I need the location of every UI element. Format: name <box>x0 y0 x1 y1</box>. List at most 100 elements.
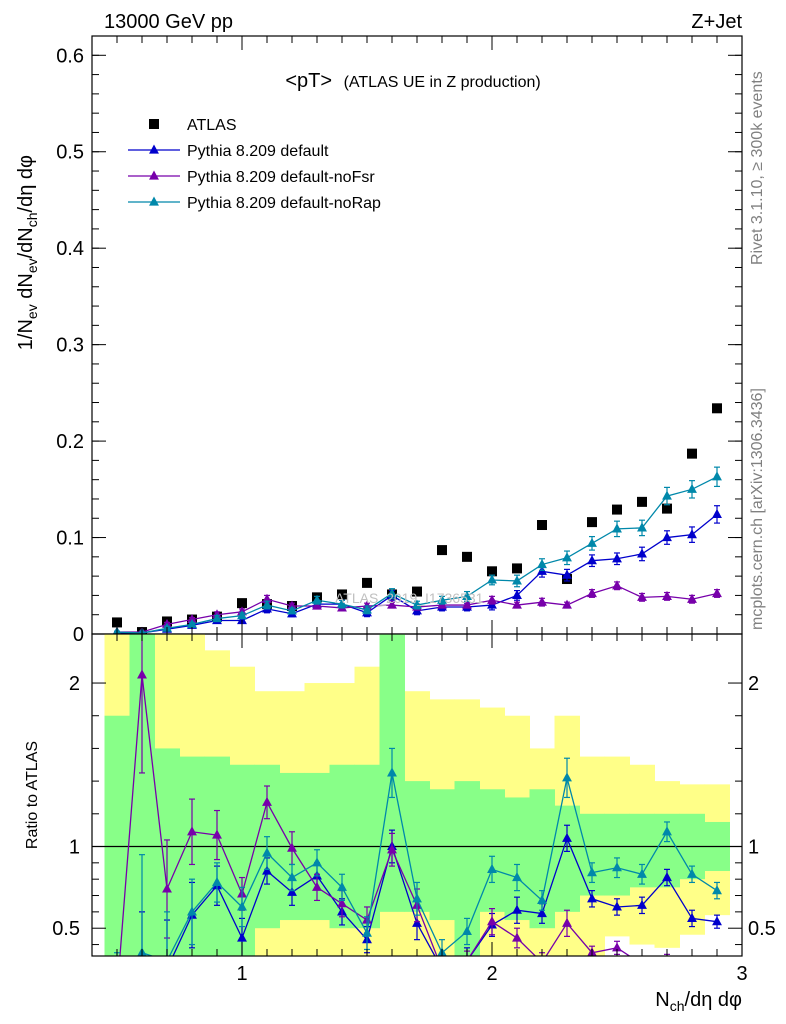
data-point <box>137 669 147 679</box>
data-point <box>562 599 572 609</box>
header-right-label: Z+Jet <box>691 11 742 33</box>
data-point <box>537 559 547 569</box>
data-point <box>212 829 222 839</box>
data-point <box>437 594 447 604</box>
data-point <box>387 599 397 609</box>
data-point <box>637 899 647 909</box>
legend-label: Pythia 8.209 default-noRap <box>187 195 381 212</box>
data-point <box>687 483 697 493</box>
data-point <box>437 545 447 556</box>
data-point <box>587 517 597 528</box>
data-point <box>712 587 722 598</box>
ratio-y-tick-label-right: 0.5 <box>748 918 776 940</box>
data-point <box>287 872 297 882</box>
data-point <box>687 973 697 982</box>
data-point <box>287 842 297 852</box>
data-point <box>512 872 522 882</box>
data-point <box>512 563 522 574</box>
uncertainty-band-inner <box>579 813 605 896</box>
data-point <box>462 599 472 609</box>
data-point <box>466 955 468 956</box>
data-point <box>487 566 497 577</box>
data-point <box>462 590 472 600</box>
data-point <box>512 932 522 942</box>
data-point <box>587 587 597 598</box>
data-point <box>412 599 422 609</box>
data-point <box>612 942 622 952</box>
uncertainty-band-inner <box>604 813 630 896</box>
data-point <box>362 927 372 937</box>
legend-entry-1: Pythia 8.209 default <box>128 143 329 160</box>
data-point <box>562 569 572 579</box>
data-point <box>112 988 122 997</box>
data-point <box>262 796 272 806</box>
ylabel-part-1: ev <box>24 304 40 319</box>
ratio-ylabel: Ratio to ATLAS <box>24 741 41 849</box>
legend: ATLAS Pythia 8.209 default Pythia 8.209 de… <box>128 117 381 212</box>
uncertainty-band-inner <box>104 715 130 956</box>
data-point <box>662 532 672 542</box>
data-point <box>362 577 372 588</box>
data-point <box>487 594 497 604</box>
data-point <box>687 529 697 539</box>
xlabel-part-0: N <box>655 989 669 1011</box>
data-point <box>112 617 122 628</box>
legend-marker <box>149 196 159 206</box>
data-point <box>237 614 247 625</box>
data-point <box>537 596 547 606</box>
legend-entry-3: Pythia 8.209 default-noRap <box>128 195 381 212</box>
legend-entry-0: ATLAS <box>149 117 237 134</box>
legend-entry-2: Pythia 8.209 default-noFsr <box>128 169 375 186</box>
ylabel-part-2: dN <box>15 273 37 304</box>
data-point <box>162 964 172 973</box>
data-point <box>512 599 522 609</box>
data-point <box>612 580 622 590</box>
x-tick-label: 1 <box>236 963 247 985</box>
y-tick-label: 0.5 <box>56 142 84 164</box>
data-point <box>287 600 297 610</box>
side-label-top: Rivet 3.1.10, ≥ 300k events <box>749 71 766 265</box>
legend-label: Pythia 8.209 default <box>187 143 329 160</box>
data-point <box>362 604 372 614</box>
data-point <box>512 575 522 585</box>
ratio-y-tick-label-right: 1 <box>748 836 759 858</box>
data-point <box>187 826 197 836</box>
data-point <box>562 552 572 562</box>
data-point <box>187 618 197 628</box>
data-point <box>462 551 472 562</box>
legend-label: Pythia 8.209 default-noFsr <box>187 169 375 186</box>
uncertainty-band-inner <box>479 789 505 912</box>
header-left-label: 13000 GeV pp <box>104 11 233 33</box>
data-point <box>337 898 347 908</box>
x-tick-label: 3 <box>736 963 747 985</box>
x-tick-label: 2 <box>486 963 497 985</box>
y-tick-label: 0.6 <box>56 45 84 67</box>
data-point <box>387 767 397 777</box>
data-point <box>537 520 547 531</box>
ylabel-part-4: /dN <box>15 227 37 258</box>
data-point <box>662 826 672 836</box>
watermark-label: ATLAS_2019_I1736531 <box>335 590 484 606</box>
data-point <box>712 403 722 414</box>
data-point <box>187 906 197 916</box>
data-point <box>612 901 622 911</box>
data-point <box>637 496 647 507</box>
data-point <box>462 925 472 936</box>
data-point <box>712 885 722 895</box>
data-point <box>412 917 422 927</box>
data-point <box>387 587 397 598</box>
data-point <box>712 916 722 926</box>
main-series-3 <box>112 466 722 634</box>
ratio-y-tick-label: 1 <box>69 836 80 858</box>
data-point <box>637 868 647 878</box>
xlabel-part-2: /dη dφ <box>685 989 742 1011</box>
data-point <box>166 955 168 956</box>
data-point <box>612 523 622 533</box>
ylabel-part-5: ch <box>24 212 40 227</box>
data-point <box>487 863 497 873</box>
data-point <box>662 590 672 600</box>
main-panel: 0 0.1 0.2 0.3 0.4 0.5 0.6 <pT> (ATLAS UE in Z … <box>15 35 743 646</box>
data-point <box>662 490 672 500</box>
data-point <box>687 868 697 878</box>
